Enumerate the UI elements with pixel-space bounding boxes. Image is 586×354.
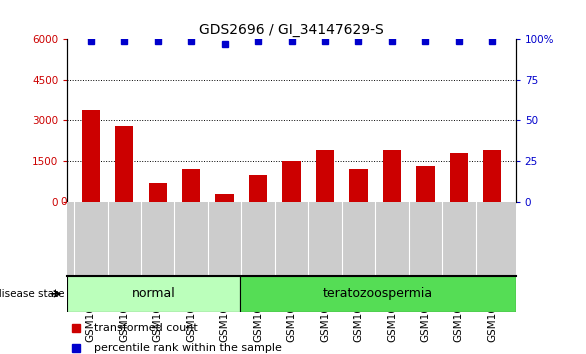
Bar: [383, 150, 401, 202]
Bar: [449, 153, 468, 202]
Bar: [115, 126, 134, 202]
Text: normal: normal: [132, 287, 175, 300]
Text: disease state: disease state: [0, 289, 64, 299]
Bar: [316, 150, 334, 202]
Text: transformed count: transformed count: [94, 323, 198, 333]
Bar: [216, 194, 234, 202]
Text: teratozoospermia: teratozoospermia: [323, 287, 433, 300]
Bar: [282, 161, 301, 202]
Bar: [416, 166, 435, 202]
Bar: [67, 276, 240, 312]
Bar: [349, 169, 367, 202]
Title: GDS2696 / GI_34147629-S: GDS2696 / GI_34147629-S: [199, 23, 384, 36]
Bar: [81, 109, 100, 202]
Bar: [240, 276, 516, 312]
Bar: [182, 169, 200, 202]
Text: percentile rank within the sample: percentile rank within the sample: [94, 343, 282, 353]
Bar: [249, 175, 267, 202]
Text: 0: 0: [60, 197, 67, 207]
Bar: [148, 183, 167, 202]
Bar: [483, 150, 502, 202]
